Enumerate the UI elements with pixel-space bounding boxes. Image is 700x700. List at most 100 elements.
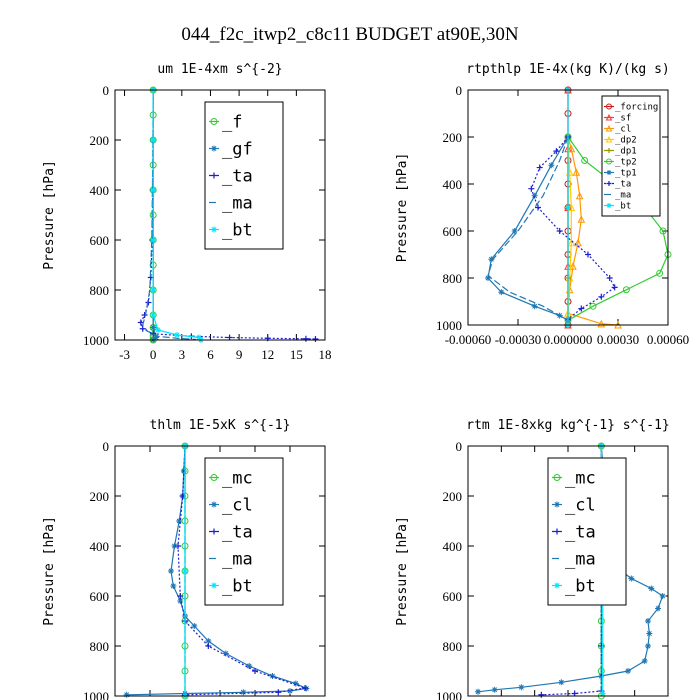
y-tick-label: 200	[443, 489, 463, 504]
legend-entry: _ta	[222, 166, 253, 186]
data-point	[191, 623, 198, 629]
data-point	[485, 275, 491, 281]
data-point	[168, 568, 174, 574]
y-tick-label: 400	[443, 539, 463, 554]
data-point	[312, 336, 319, 342]
data-point	[628, 575, 635, 582]
data-point	[177, 593, 184, 599]
y-axis-label: Pressure [hPa]	[42, 516, 57, 626]
legend-entry: _sf	[615, 114, 631, 124]
legend-marker	[606, 170, 612, 175]
legend-entry: _cl	[615, 125, 631, 135]
series-ma	[142, 89, 197, 341]
plot-frame	[467, 445, 669, 697]
data-point	[597, 319, 606, 328]
y-tick-label: 400	[90, 183, 110, 198]
y-tick-label: 1000	[436, 689, 462, 700]
legend-marker	[211, 582, 217, 589]
panel-4: rtm 1E-8xkg kg^{-1} s^{-1} Pressure [hPa]…	[395, 418, 670, 700]
data-point	[269, 673, 276, 679]
y-tick-label: 200	[90, 489, 110, 504]
data-point	[150, 237, 157, 243]
panel-title: um 1E-4xm s^{-2}	[157, 62, 282, 77]
series-ma	[487, 136, 569, 321]
series-line	[567, 136, 572, 314]
data-point	[656, 269, 664, 277]
legend-marker	[554, 501, 560, 508]
legend-marker	[211, 528, 217, 535]
legend: _f _gf _ta _ma _bt	[204, 101, 284, 250]
data-point	[252, 668, 258, 674]
legend-marker	[606, 148, 612, 153]
figure-title: 044_f2c_itwp2_c8c11 BUDGET at90E,30N	[181, 24, 518, 45]
data-point	[240, 689, 247, 696]
panel-title: rtpthlp 1E-4x(kg K)/(kg s)	[466, 62, 670, 77]
series-ta	[528, 134, 618, 323]
series-line	[177, 445, 306, 696]
legend-marker	[606, 158, 612, 165]
y-tick-label: 1000	[436, 318, 462, 333]
legend-entry: _mc	[222, 468, 253, 488]
legend-entry: _bt	[565, 576, 596, 596]
y-tick-label: 600	[90, 233, 110, 248]
data-point	[141, 312, 148, 318]
data-point	[488, 256, 495, 263]
legend-entry: _f	[222, 112, 242, 132]
legend-entry: _ma	[565, 549, 596, 569]
series-line	[152, 90, 202, 341]
y-tick-label: 1000	[83, 689, 109, 700]
data-point	[491, 686, 498, 693]
data-point	[150, 312, 157, 318]
data-point	[123, 691, 130, 698]
data-point	[518, 684, 525, 691]
x-tick-label: 15	[290, 347, 303, 362]
series-cl	[564, 132, 622, 329]
legend-marker	[606, 181, 612, 186]
data-point	[222, 650, 229, 657]
data-point	[567, 144, 576, 153]
legend-marker	[605, 124, 613, 132]
data-point	[177, 598, 184, 604]
legend-marker	[210, 118, 218, 125]
plot-frame	[114, 445, 326, 697]
data-point	[287, 688, 293, 694]
x-tick-label: 0.00030	[597, 332, 639, 347]
series-line	[487, 136, 569, 321]
x-tick-label: 12	[261, 347, 274, 362]
data-point	[581, 157, 589, 164]
data-point	[575, 191, 584, 200]
data-point	[498, 289, 505, 296]
y-tick-label: 600	[443, 589, 463, 604]
series-line	[530, 136, 616, 320]
data-point	[569, 262, 577, 270]
y-tick-label: 800	[443, 639, 463, 654]
y-tick-label: 1000	[83, 333, 109, 348]
data-point	[572, 168, 581, 176]
data-point	[606, 275, 613, 281]
legend: _forcing_sf_cl_dp2_dp1_tp2_tp1_ta_ma_bt	[601, 95, 661, 217]
data-point	[625, 668, 631, 674]
plot-frame	[114, 89, 326, 341]
series-bt	[150, 87, 204, 343]
data-point	[565, 204, 571, 211]
data-point	[171, 543, 178, 549]
legend-marker	[553, 474, 561, 481]
legend: _mc _cl _ta _ma _bt	[547, 457, 627, 606]
data-point	[175, 543, 181, 549]
y-tick-label: 0	[456, 83, 463, 98]
legend-marker	[554, 582, 560, 589]
legend-entry: _cl	[565, 495, 596, 515]
data-point	[182, 568, 188, 574]
x-tick-label: 0.000000	[544, 332, 593, 347]
series-dp2	[564, 132, 576, 317]
data-point	[553, 148, 560, 155]
data-point	[558, 679, 565, 686]
data-point	[577, 215, 586, 223]
legend-entry: _ma	[222, 549, 253, 569]
legend-entry: _bt	[222, 576, 253, 596]
panel-title: thlm 1E-5xK s^{-1}	[150, 418, 291, 433]
data-point	[531, 303, 538, 310]
legend-marker	[606, 203, 612, 208]
